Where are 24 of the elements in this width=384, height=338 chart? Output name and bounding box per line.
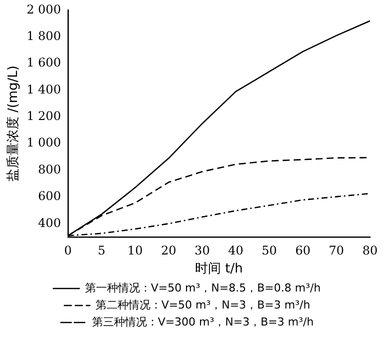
y-tick-label: 1 600: [26, 56, 61, 70]
x-tick-label: 10: [127, 243, 143, 258]
y-tick-label: 1 400: [26, 82, 61, 96]
legend-label: 第一种情况：V=50 m³，N=8.5，B=0.8 m³/h: [84, 281, 321, 294]
y-axis-title: 盐质量浓度 /(mg/L): [5, 66, 22, 182]
y-tick-label: 1 000: [26, 136, 61, 150]
x-tick-label: 0: [64, 243, 72, 258]
y-tick-label: 600: [38, 189, 61, 204]
x-axis-title: 时间 t/h: [195, 262, 243, 277]
y-tick-label: 1 200: [26, 109, 61, 124]
x-tick-label: 30: [194, 243, 210, 258]
x-tick-label: 20: [160, 243, 176, 258]
legend-label: 第二种情况：V=50 m³，N=3，B=3 m³/h: [95, 298, 310, 312]
x-tick-label: 80: [362, 243, 378, 258]
y-tick-label: 2 000: [26, 2, 61, 16]
legend-label: 第三种情况：V=300 m³，N=3，B=3 m³/h: [92, 315, 314, 328]
x-tick-label: 5: [98, 243, 106, 258]
x-tick-label: 40: [228, 243, 244, 258]
x-tick-label: 50: [262, 243, 277, 258]
y-tick-label: 1 800: [26, 29, 61, 44]
x-tick-label: 70: [328, 243, 344, 258]
x-tick-label: 60: [295, 243, 311, 258]
y-tick-label: 400: [38, 216, 61, 230]
y-tick-label: 800: [38, 162, 61, 176]
